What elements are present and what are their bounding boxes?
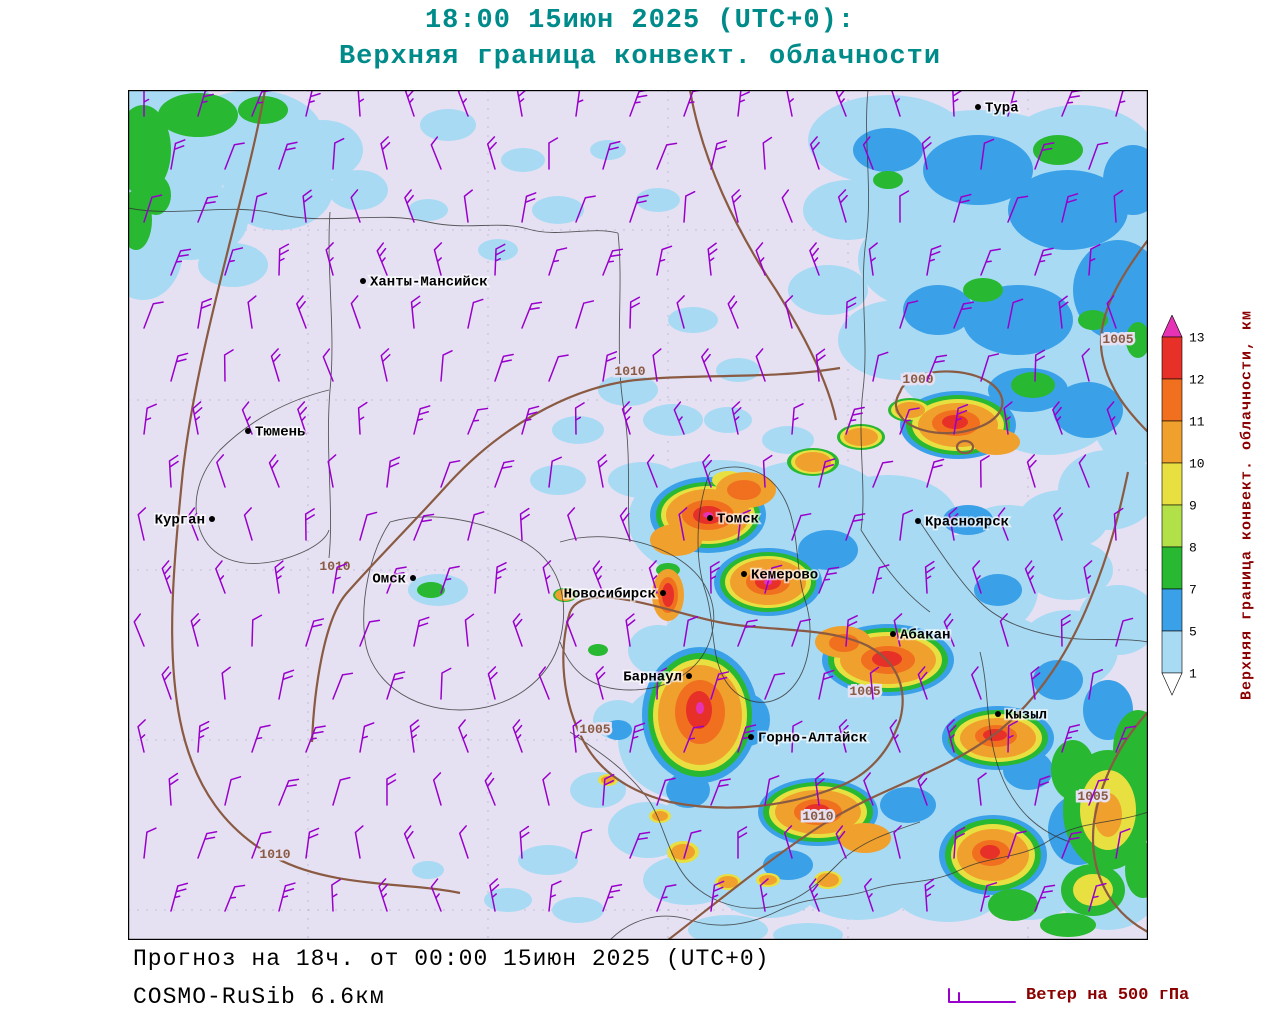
city-marker: Томск xyxy=(707,510,761,529)
wind-legend-label: Ветер на 500 гПа xyxy=(1026,986,1190,1005)
isobar-label: 1010 xyxy=(259,847,290,862)
model-name-text: COSMO-RuSib 6.6км xyxy=(133,984,385,1010)
city-label: Барнаул xyxy=(623,670,682,686)
wind-barb-layer xyxy=(133,90,1137,912)
city-label: Красноярск xyxy=(925,515,1009,531)
map-title-parameter: Верхняя граница конвект. облачности xyxy=(338,42,942,72)
isobar-label: 1005 xyxy=(1102,332,1133,347)
city-marker: Абакан xyxy=(890,626,952,645)
city-marker: Омск xyxy=(371,570,416,589)
colorbar-tick-label: 8 xyxy=(1189,541,1197,556)
city-dot xyxy=(741,571,747,577)
city-dot xyxy=(360,278,366,284)
city-label: Абакан xyxy=(900,628,950,644)
forecast-map-container: 1010 1000 1005 1010 1005 1005 1010 1010 1005 Тур… xyxy=(128,90,1148,940)
colorbar-tick-label: 9 xyxy=(1189,499,1197,514)
city-label: Томск xyxy=(717,512,759,528)
colorbar-segment xyxy=(1161,378,1183,422)
map-frame xyxy=(128,90,1148,940)
colorbar-segment xyxy=(1161,630,1183,674)
city-dot xyxy=(209,516,215,522)
city-dot xyxy=(707,515,713,521)
colorbar-container: 13 12 11 10 9 8 7 5 1 xyxy=(1160,314,1235,705)
colorbar-tick-label: 10 xyxy=(1189,457,1205,472)
colorbar-segment xyxy=(1161,462,1183,506)
city-label: Новосибирск xyxy=(564,587,656,603)
map-title-datetime: 18:00 15июн 2025 (UTC+0): xyxy=(424,6,856,36)
city-dot xyxy=(890,631,896,637)
city-marker: Кызыл xyxy=(995,706,1049,725)
colorbar-title: Верхняя граница конвект. облачности, км xyxy=(1238,309,1256,701)
cloud-layer-level_13_plus xyxy=(696,512,772,714)
admin-borders xyxy=(128,90,1148,940)
city-dot xyxy=(410,575,416,581)
wind-barb-icon xyxy=(948,987,1016,1003)
colorbar-tick-label: 7 xyxy=(1189,583,1197,598)
city-marker: Тура xyxy=(975,99,1021,118)
isobar-label: 1010 xyxy=(319,559,350,574)
colorbar: 13 12 11 10 9 8 7 5 1 xyxy=(1161,314,1205,696)
city-label: Тюмень xyxy=(255,425,305,441)
city-label: Кемерово xyxy=(751,568,818,584)
isobar-label: 1010 xyxy=(614,364,645,379)
city-label: Ханты-Мансийск xyxy=(370,275,488,291)
city-dot xyxy=(686,673,692,679)
isobar-label: 1005 xyxy=(579,722,610,737)
wind-legend: Ветер на 500 гПа xyxy=(946,986,1189,1005)
isobar-label: 1005 xyxy=(849,684,880,699)
isobar-label: 1010 xyxy=(802,809,833,824)
city-dot xyxy=(748,734,754,740)
city-label: Тура xyxy=(985,101,1019,117)
colorbar-segment xyxy=(1161,546,1183,590)
colorbar-tick-label: 5 xyxy=(1189,625,1197,640)
isobar-lines xyxy=(171,90,1148,940)
city-label: Курган xyxy=(155,513,205,529)
city-marker: Ханты-Мансийск xyxy=(360,273,489,292)
colorbar-segment xyxy=(1161,420,1183,464)
colorbar-segment xyxy=(1161,504,1183,548)
city-dot xyxy=(660,590,666,596)
colorbar-tick-label: 11 xyxy=(1189,415,1205,430)
forecast-info-text: Прогноз на 18ч. от 00:00 15июн 2025 (UTC… xyxy=(133,946,770,972)
city-marker: Тюмень xyxy=(245,423,307,442)
city-dot xyxy=(245,428,251,434)
isobar-label: 1000 xyxy=(902,372,933,387)
city-marker: Красноярск xyxy=(915,513,1011,532)
city-marker: Кемерово xyxy=(741,566,820,585)
city-label: Горно-Алтайск xyxy=(758,731,867,747)
city-label: Кызыл xyxy=(1005,708,1047,724)
city-dot xyxy=(975,104,981,110)
city-dot xyxy=(995,711,1001,717)
colorbar-tick-label: 13 xyxy=(1189,331,1205,346)
city-markers: Тура Ханты-Мансийск Тюмень Курган Омск Томск К… xyxy=(153,99,1049,749)
colorbar-tick-label: 1 xyxy=(1189,667,1197,682)
colorbar-arrow-bottom xyxy=(1161,672,1183,696)
city-marker: Курган xyxy=(153,511,215,530)
city-marker: Новосибирск xyxy=(562,585,666,604)
colorbar-arrow-top xyxy=(1161,314,1183,338)
colorbar-tick-label: 12 xyxy=(1189,373,1205,388)
city-marker: Горно-Алтайск xyxy=(748,729,869,748)
colorbar-segment xyxy=(1161,336,1183,380)
city-dot xyxy=(915,518,921,524)
colorbar-segment xyxy=(1161,588,1183,632)
city-marker: Барнаул xyxy=(621,668,692,687)
city-label: Омск xyxy=(372,572,406,588)
